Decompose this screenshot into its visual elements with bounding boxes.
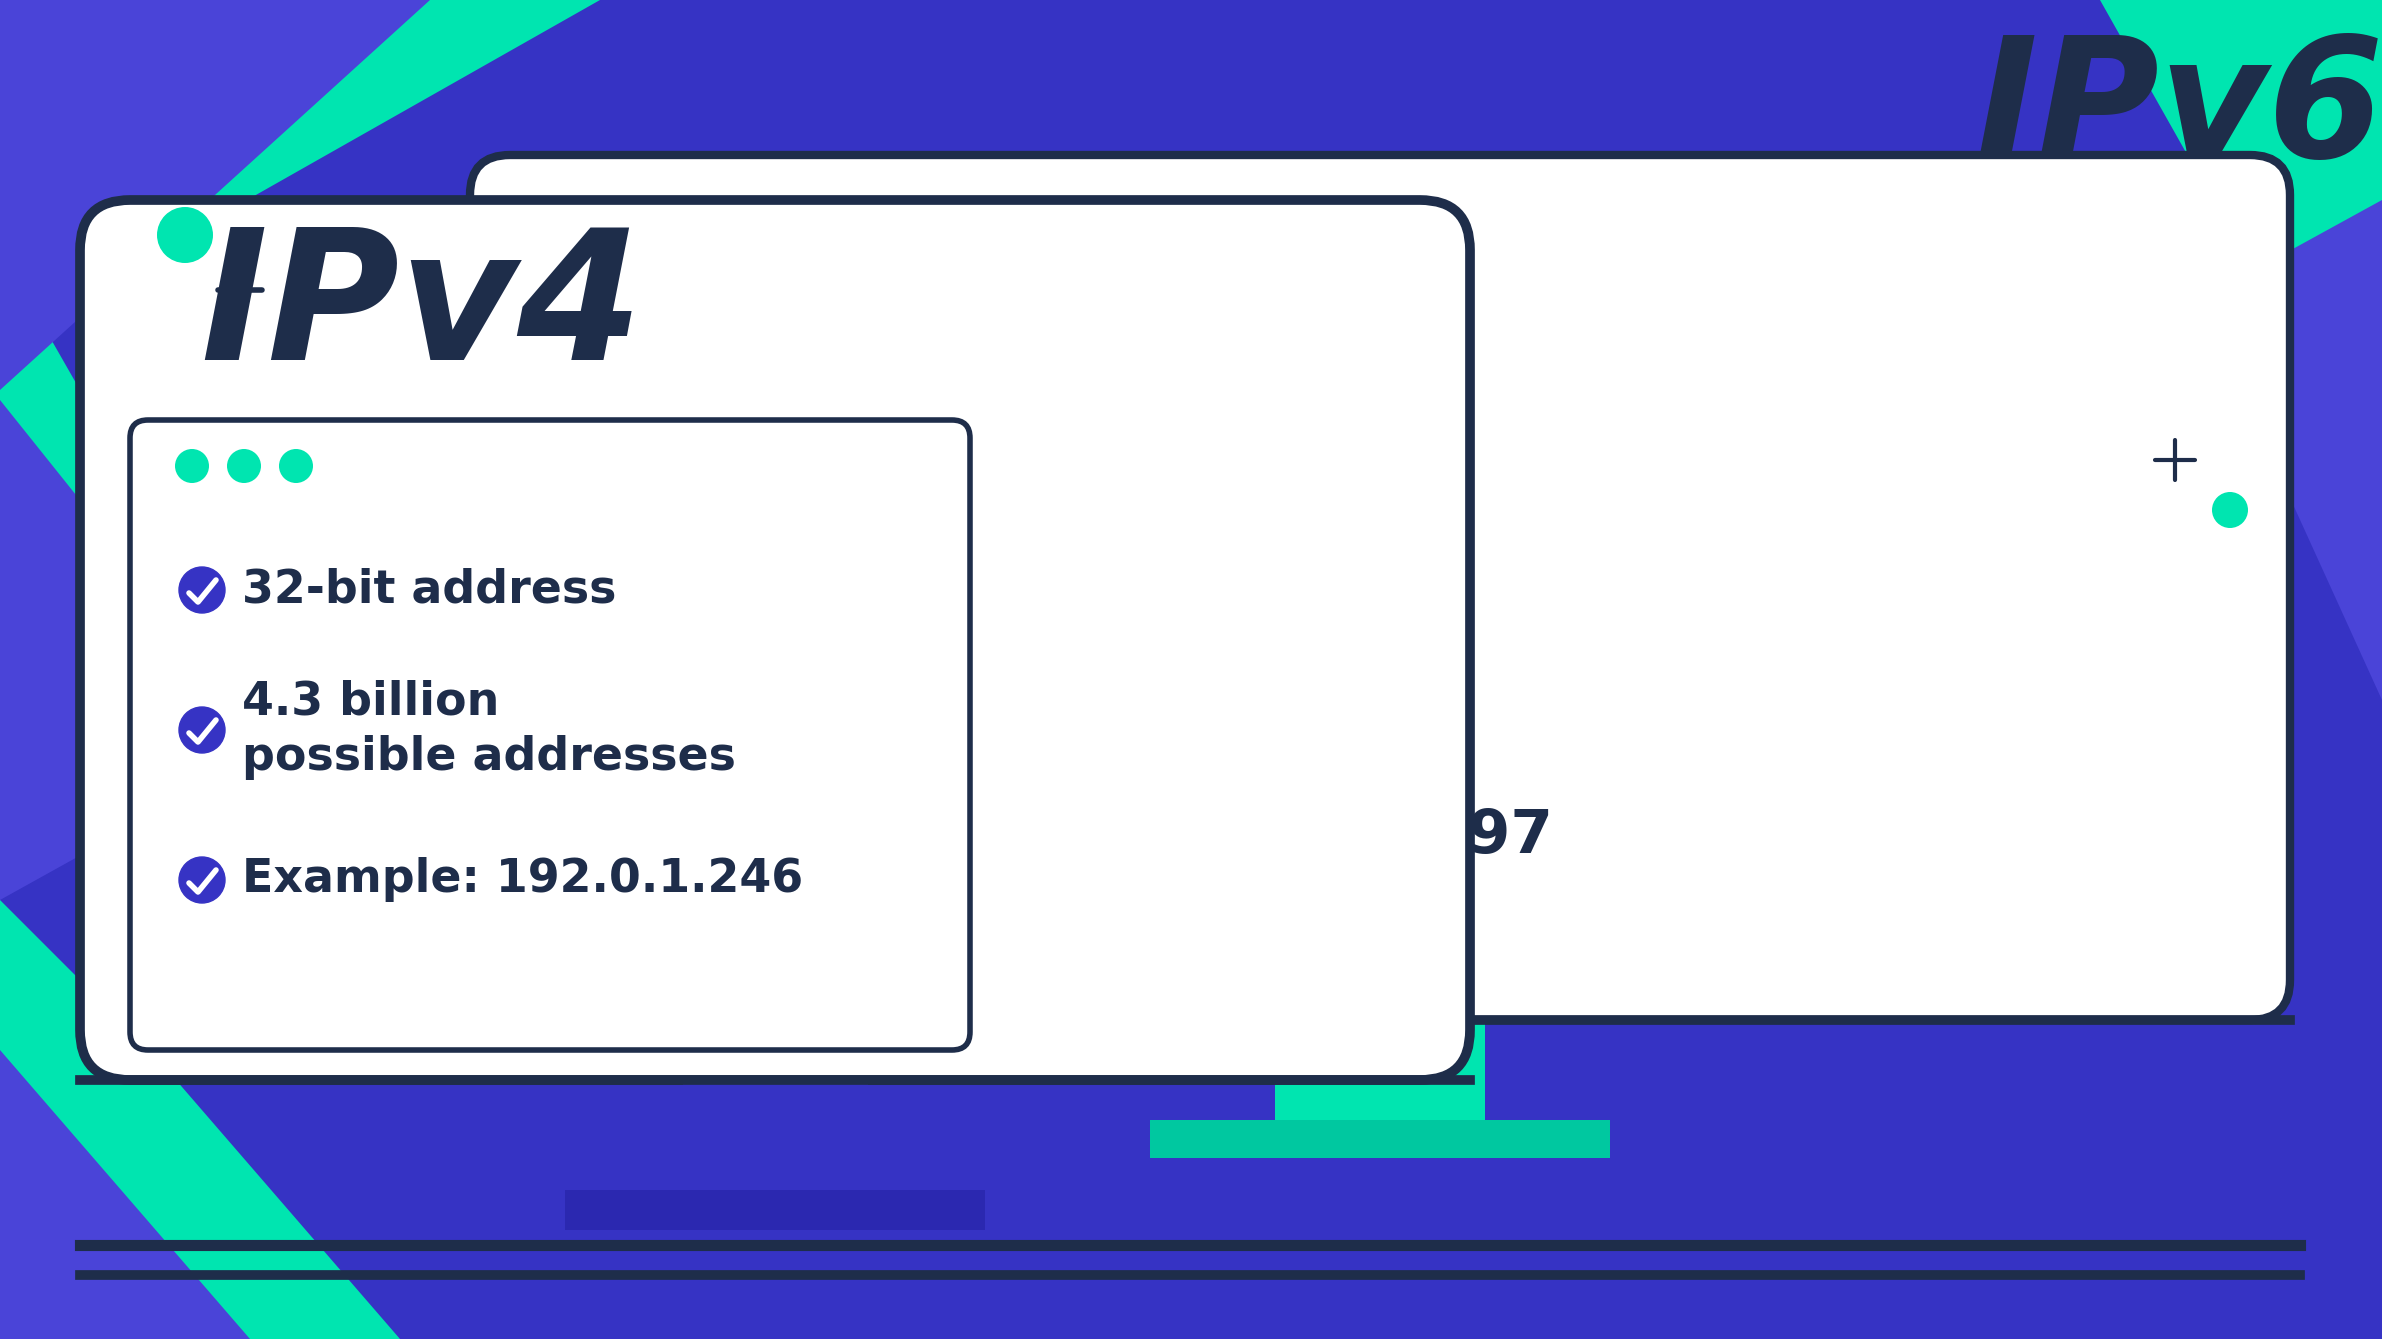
Circle shape [598, 572, 653, 628]
Polygon shape [0, 900, 400, 1339]
Circle shape [226, 449, 262, 483]
Polygon shape [0, 1050, 250, 1339]
Circle shape [179, 857, 224, 902]
FancyBboxPatch shape [81, 200, 1470, 1081]
Circle shape [2213, 491, 2249, 528]
FancyBboxPatch shape [131, 420, 969, 1050]
Circle shape [279, 449, 312, 483]
Polygon shape [2201, 200, 2382, 700]
Text: Example:
2002:db8::8a3f:362:7897: Example: 2002:db8::8a3f:362:7897 [679, 734, 1553, 866]
Polygon shape [0, 0, 431, 390]
FancyBboxPatch shape [469, 155, 2289, 1020]
Text: 128-bit address: 128-bit address [679, 391, 1222, 450]
Circle shape [598, 392, 653, 449]
Bar [1274, 1020, 1484, 1119]
Circle shape [598, 773, 653, 828]
Polygon shape [0, 0, 600, 340]
Bar [1151, 1119, 1610, 1158]
Circle shape [657, 200, 703, 244]
Bar [684, 1081, 867, 1190]
Polygon shape [0, 250, 300, 1000]
Circle shape [179, 566, 224, 613]
Text: Example: 192.0.1.246: Example: 192.0.1.246 [243, 857, 803, 902]
Text: IPv4: IPv4 [200, 222, 643, 398]
Circle shape [598, 200, 643, 244]
Circle shape [179, 707, 224, 753]
Polygon shape [0, 400, 181, 900]
Bar [565, 1190, 986, 1231]
Text: 4.3 billion
possible addresses: 4.3 billion possible addresses [243, 680, 736, 781]
Circle shape [538, 200, 581, 244]
Circle shape [157, 208, 212, 262]
Text: 32-bit address: 32-bit address [243, 568, 617, 612]
Text: 340 undecillion
possible addresses: 340 undecillion possible addresses [679, 534, 1339, 665]
Circle shape [174, 449, 210, 483]
Polygon shape [2101, 0, 2382, 499]
Text: IPv6: IPv6 [1975, 28, 2382, 191]
